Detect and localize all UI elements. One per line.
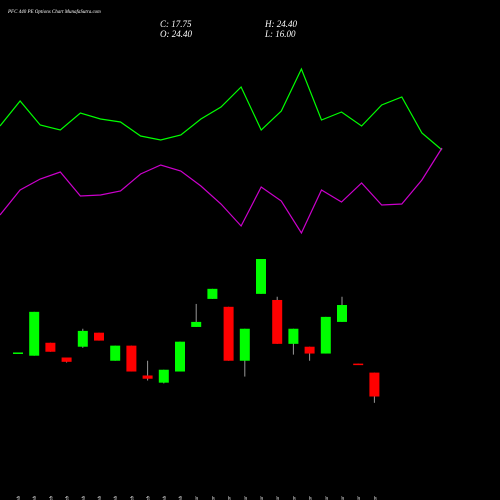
x-tick-label: 17 Mar	[357, 496, 362, 500]
x-tick-label: 27 Feb	[179, 496, 184, 500]
candle-body	[288, 328, 299, 344]
candle-body	[94, 332, 104, 341]
x-tick-label: 20 Feb	[98, 496, 103, 500]
candle-body	[77, 330, 88, 347]
candle-body	[337, 305, 347, 322]
x-tick-label: 04 Mar	[211, 496, 216, 500]
chart-title: PFC 440 PE Options Chart MunafaSutra.com	[7, 10, 101, 15]
indicator-line	[0, 147, 443, 235]
candle-body	[272, 299, 283, 344]
x-tick-label: 17 Feb	[49, 496, 54, 500]
x-tick-label: 13 Mar	[325, 496, 330, 500]
candle-body	[126, 345, 137, 372]
x-tick-label: 25 Feb	[147, 496, 152, 500]
candle-body	[191, 321, 202, 327]
x-tick-label: 09 Feb	[17, 496, 22, 500]
candle-body	[353, 363, 364, 366]
x-tick-label: 19 Feb	[82, 496, 87, 500]
x-tick-label: 05 Mar	[228, 496, 233, 500]
candle-body	[13, 352, 23, 354]
x-tick-label: 10 Mar	[276, 496, 281, 500]
x-tick-label: 24 Feb	[130, 496, 135, 500]
x-tick-label: 23 Feb	[114, 496, 119, 500]
candle-body	[29, 311, 40, 356]
candle-body	[369, 372, 380, 397]
ohlc-open: O: 24.40	[160, 29, 192, 39]
candle-body	[239, 328, 250, 361]
x-tick-label: 09 Mar	[260, 496, 265, 500]
candle-body	[158, 369, 169, 383]
candle-body	[175, 341, 185, 372]
candle-body	[61, 357, 72, 362]
candle-body	[304, 346, 315, 354]
x-tick-label: 18 Mar	[373, 496, 378, 500]
candle-body	[142, 375, 153, 379]
x-tick-label: 06 Mar	[244, 496, 249, 500]
x-tick-label: 12 Mar	[309, 496, 314, 500]
ohlc-close: C: 17.75	[160, 19, 192, 29]
candle-body	[320, 316, 331, 354]
x-tick-label: 02 Mar	[195, 496, 200, 500]
x-tick-label: 18 Feb	[66, 496, 71, 500]
x-tick-label: 16 Feb	[33, 496, 38, 500]
candle-body	[207, 288, 218, 299]
ohlc-low: L: 16.00	[264, 29, 296, 39]
candle-body	[256, 258, 266, 294]
indicator-line	[0, 67, 443, 151]
ohlc-high: H: 24.40	[264, 19, 297, 29]
candle-body	[223, 306, 234, 361]
candle-body	[110, 345, 121, 361]
x-tick-label: 11 Mar	[292, 496, 297, 500]
x-tick-label: 26 Feb	[163, 496, 168, 500]
x-tick-label: 16 Mar	[341, 496, 346, 500]
candle-body	[45, 342, 56, 352]
